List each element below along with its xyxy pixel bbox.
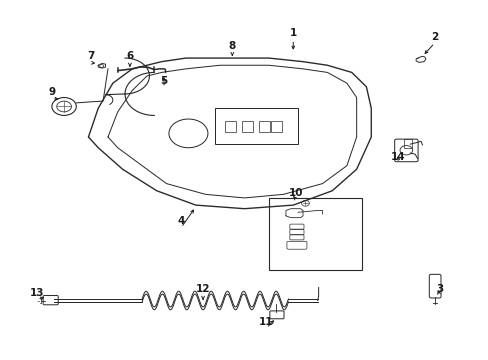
Text: 12: 12 [195, 284, 210, 294]
Text: 7: 7 [87, 51, 94, 61]
Text: 1: 1 [289, 28, 296, 38]
Text: 9: 9 [48, 87, 55, 97]
Text: 2: 2 [430, 32, 437, 41]
Bar [271, 121, 282, 132]
Text: 10: 10 [288, 188, 303, 198]
Text: 5: 5 [160, 76, 167, 86]
Bar [259, 121, 269, 132]
Text: 4: 4 [177, 216, 184, 226]
Text: 11: 11 [259, 317, 273, 327]
Bar [215, 108, 298, 144]
Text: 3: 3 [435, 284, 442, 294]
Bar [268, 198, 361, 270]
Text: 13: 13 [30, 288, 44, 298]
Bar [404, 139, 411, 148]
Text: 8: 8 [228, 41, 235, 50]
Bar [224, 121, 235, 132]
Text: 14: 14 [390, 152, 405, 162]
Text: 6: 6 [126, 51, 133, 61]
Bar [242, 121, 252, 132]
